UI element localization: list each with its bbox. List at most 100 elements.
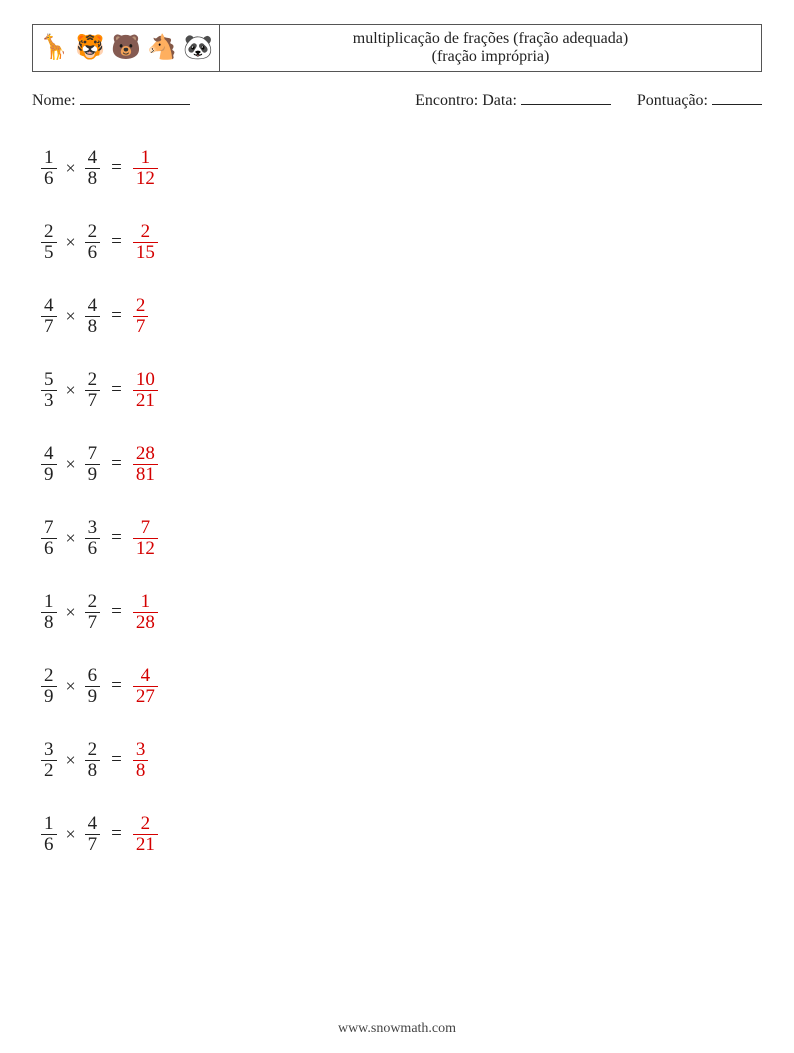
equals-symbol: = xyxy=(111,453,122,475)
title-line-2: (fração imprópria) xyxy=(432,48,550,66)
problem-row: 47×48=27 xyxy=(38,286,762,346)
equals-symbol: = xyxy=(111,379,122,401)
problem-row: 53 × 27 = 1021 xyxy=(38,360,762,420)
bear-icon: 🐻 xyxy=(111,33,141,63)
fraction-a: 53 xyxy=(41,370,57,411)
times-symbol: × xyxy=(66,306,76,327)
fraction-denominator: 8 xyxy=(133,760,149,781)
fraction-denominator: 6 xyxy=(85,242,101,263)
times-symbol: × xyxy=(66,824,76,845)
fraction-numerator: 2 xyxy=(138,814,154,834)
meta-row: Nome: Encontro: Data: Pontuação: xyxy=(32,90,762,110)
fraction-numerator: 1 xyxy=(41,148,57,168)
fraction-a: 16 xyxy=(41,148,57,189)
problem-row: 49×79=2881 xyxy=(38,434,762,494)
fraction-denominator: 6 xyxy=(41,834,57,855)
fraction-denominator: 15 xyxy=(133,242,158,263)
fraction-a: 25 xyxy=(41,222,57,263)
equals-symbol: = xyxy=(111,231,122,253)
fraction-numerator: 2 xyxy=(85,740,101,760)
fraction-numerator: 4 xyxy=(41,444,57,464)
fraction-denominator: 7 xyxy=(85,834,101,855)
equals-symbol: = xyxy=(111,527,122,549)
fraction-b: 26 xyxy=(85,222,101,263)
fraction-a: 16 xyxy=(41,814,57,855)
fraction-b: 69 xyxy=(85,666,101,707)
fraction-denominator: 7 xyxy=(133,316,149,337)
equals-symbol: = xyxy=(111,305,122,327)
problem-row: 76×36=712 xyxy=(38,508,762,568)
fraction-denominator: 12 xyxy=(133,538,158,559)
fraction-denominator: 9 xyxy=(41,464,57,485)
date-blank[interactable] xyxy=(521,90,611,105)
fraction-numerator: 10 xyxy=(133,370,158,390)
fraction-numerator: 7 xyxy=(85,444,101,464)
fraction-r: 221 xyxy=(133,814,158,855)
fraction-numerator: 4 xyxy=(138,666,154,686)
fraction-denominator: 9 xyxy=(85,686,101,707)
equals-symbol: = xyxy=(111,823,122,845)
equals-symbol: = xyxy=(111,675,122,697)
times-symbol: × xyxy=(66,380,76,401)
fraction-r: 112 xyxy=(133,148,158,189)
problem-row: 16×48=112 xyxy=(38,138,762,198)
fraction-denominator: 21 xyxy=(133,390,158,411)
fraction-numerator: 4 xyxy=(41,296,57,316)
fraction-numerator: 2 xyxy=(138,222,154,242)
score-blank[interactable] xyxy=(712,90,762,105)
fraction-a: 47 xyxy=(41,296,57,337)
fraction-denominator: 6 xyxy=(85,538,101,559)
fraction-a: 18 xyxy=(41,592,57,633)
times-symbol: × xyxy=(66,528,76,549)
fraction-r: 712 xyxy=(133,518,158,559)
fraction-numerator: 3 xyxy=(41,740,57,760)
fraction-numerator: 4 xyxy=(85,814,101,834)
fraction-numerator: 4 xyxy=(85,148,101,168)
title-line-1: multiplicação de frações (fração adequad… xyxy=(353,30,628,48)
name-label: Nome: xyxy=(32,92,76,110)
fraction-r: 128 xyxy=(133,592,158,633)
header: 🦒 🐯 🐻 🐴 🐼 multiplicação de frações (fraç… xyxy=(32,24,762,72)
fraction-b: 36 xyxy=(85,518,101,559)
fraction-denominator: 21 xyxy=(133,834,158,855)
fraction-a: 29 xyxy=(41,666,57,707)
times-symbol: × xyxy=(66,158,76,179)
fraction-numerator: 3 xyxy=(85,518,101,538)
fraction-denominator: 7 xyxy=(85,612,101,633)
giraffe-icon: 🦒 xyxy=(39,33,69,63)
fraction-numerator: 2 xyxy=(133,296,149,316)
fraction-denominator: 6 xyxy=(41,168,57,189)
fraction-denominator: 9 xyxy=(41,686,57,707)
fraction-b: 48 xyxy=(85,148,101,189)
fraction-numerator: 2 xyxy=(85,222,101,242)
fraction-a: 76 xyxy=(41,518,57,559)
fraction-numerator: 2 xyxy=(41,666,57,686)
fraction-numerator: 28 xyxy=(133,444,158,464)
fraction-b: 27 xyxy=(85,370,101,411)
fraction-denominator: 6 xyxy=(41,538,57,559)
problem-row: 16 × 47 = 221 xyxy=(38,804,762,864)
fraction-r: 215 xyxy=(133,222,158,263)
equals-symbol: = xyxy=(111,749,122,771)
fraction-denominator: 81 xyxy=(133,464,158,485)
fraction-denominator: 28 xyxy=(133,612,158,633)
equals-symbol: = xyxy=(111,157,122,179)
footer-url: www.snowmath.com xyxy=(0,1021,794,1037)
tiger-icon: 🐯 xyxy=(75,33,105,63)
problems-list: 16×48=11225×26=21547×48=2753×27=102149×7… xyxy=(38,138,762,864)
fraction-denominator: 9 xyxy=(85,464,101,485)
date-label: Encontro: Data: xyxy=(415,92,517,110)
times-symbol: × xyxy=(66,232,76,253)
name-blank[interactable] xyxy=(80,90,190,105)
fraction-r: 38 xyxy=(133,740,149,781)
fraction-denominator: 7 xyxy=(85,390,101,411)
fraction-denominator: 8 xyxy=(41,612,57,633)
times-symbol: × xyxy=(66,750,76,771)
problem-row: 29×69=427 xyxy=(38,656,762,716)
fraction-denominator: 12 xyxy=(133,168,158,189)
fraction-denominator: 3 xyxy=(41,390,57,411)
fraction-numerator: 1 xyxy=(41,814,57,834)
fraction-numerator: 2 xyxy=(41,222,57,242)
fraction-r: 27 xyxy=(133,296,149,337)
times-symbol: × xyxy=(66,676,76,697)
